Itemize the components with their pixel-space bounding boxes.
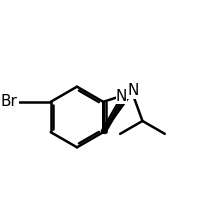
Text: N: N — [116, 89, 127, 104]
Text: N: N — [127, 83, 139, 98]
Text: Br: Br — [1, 94, 18, 109]
